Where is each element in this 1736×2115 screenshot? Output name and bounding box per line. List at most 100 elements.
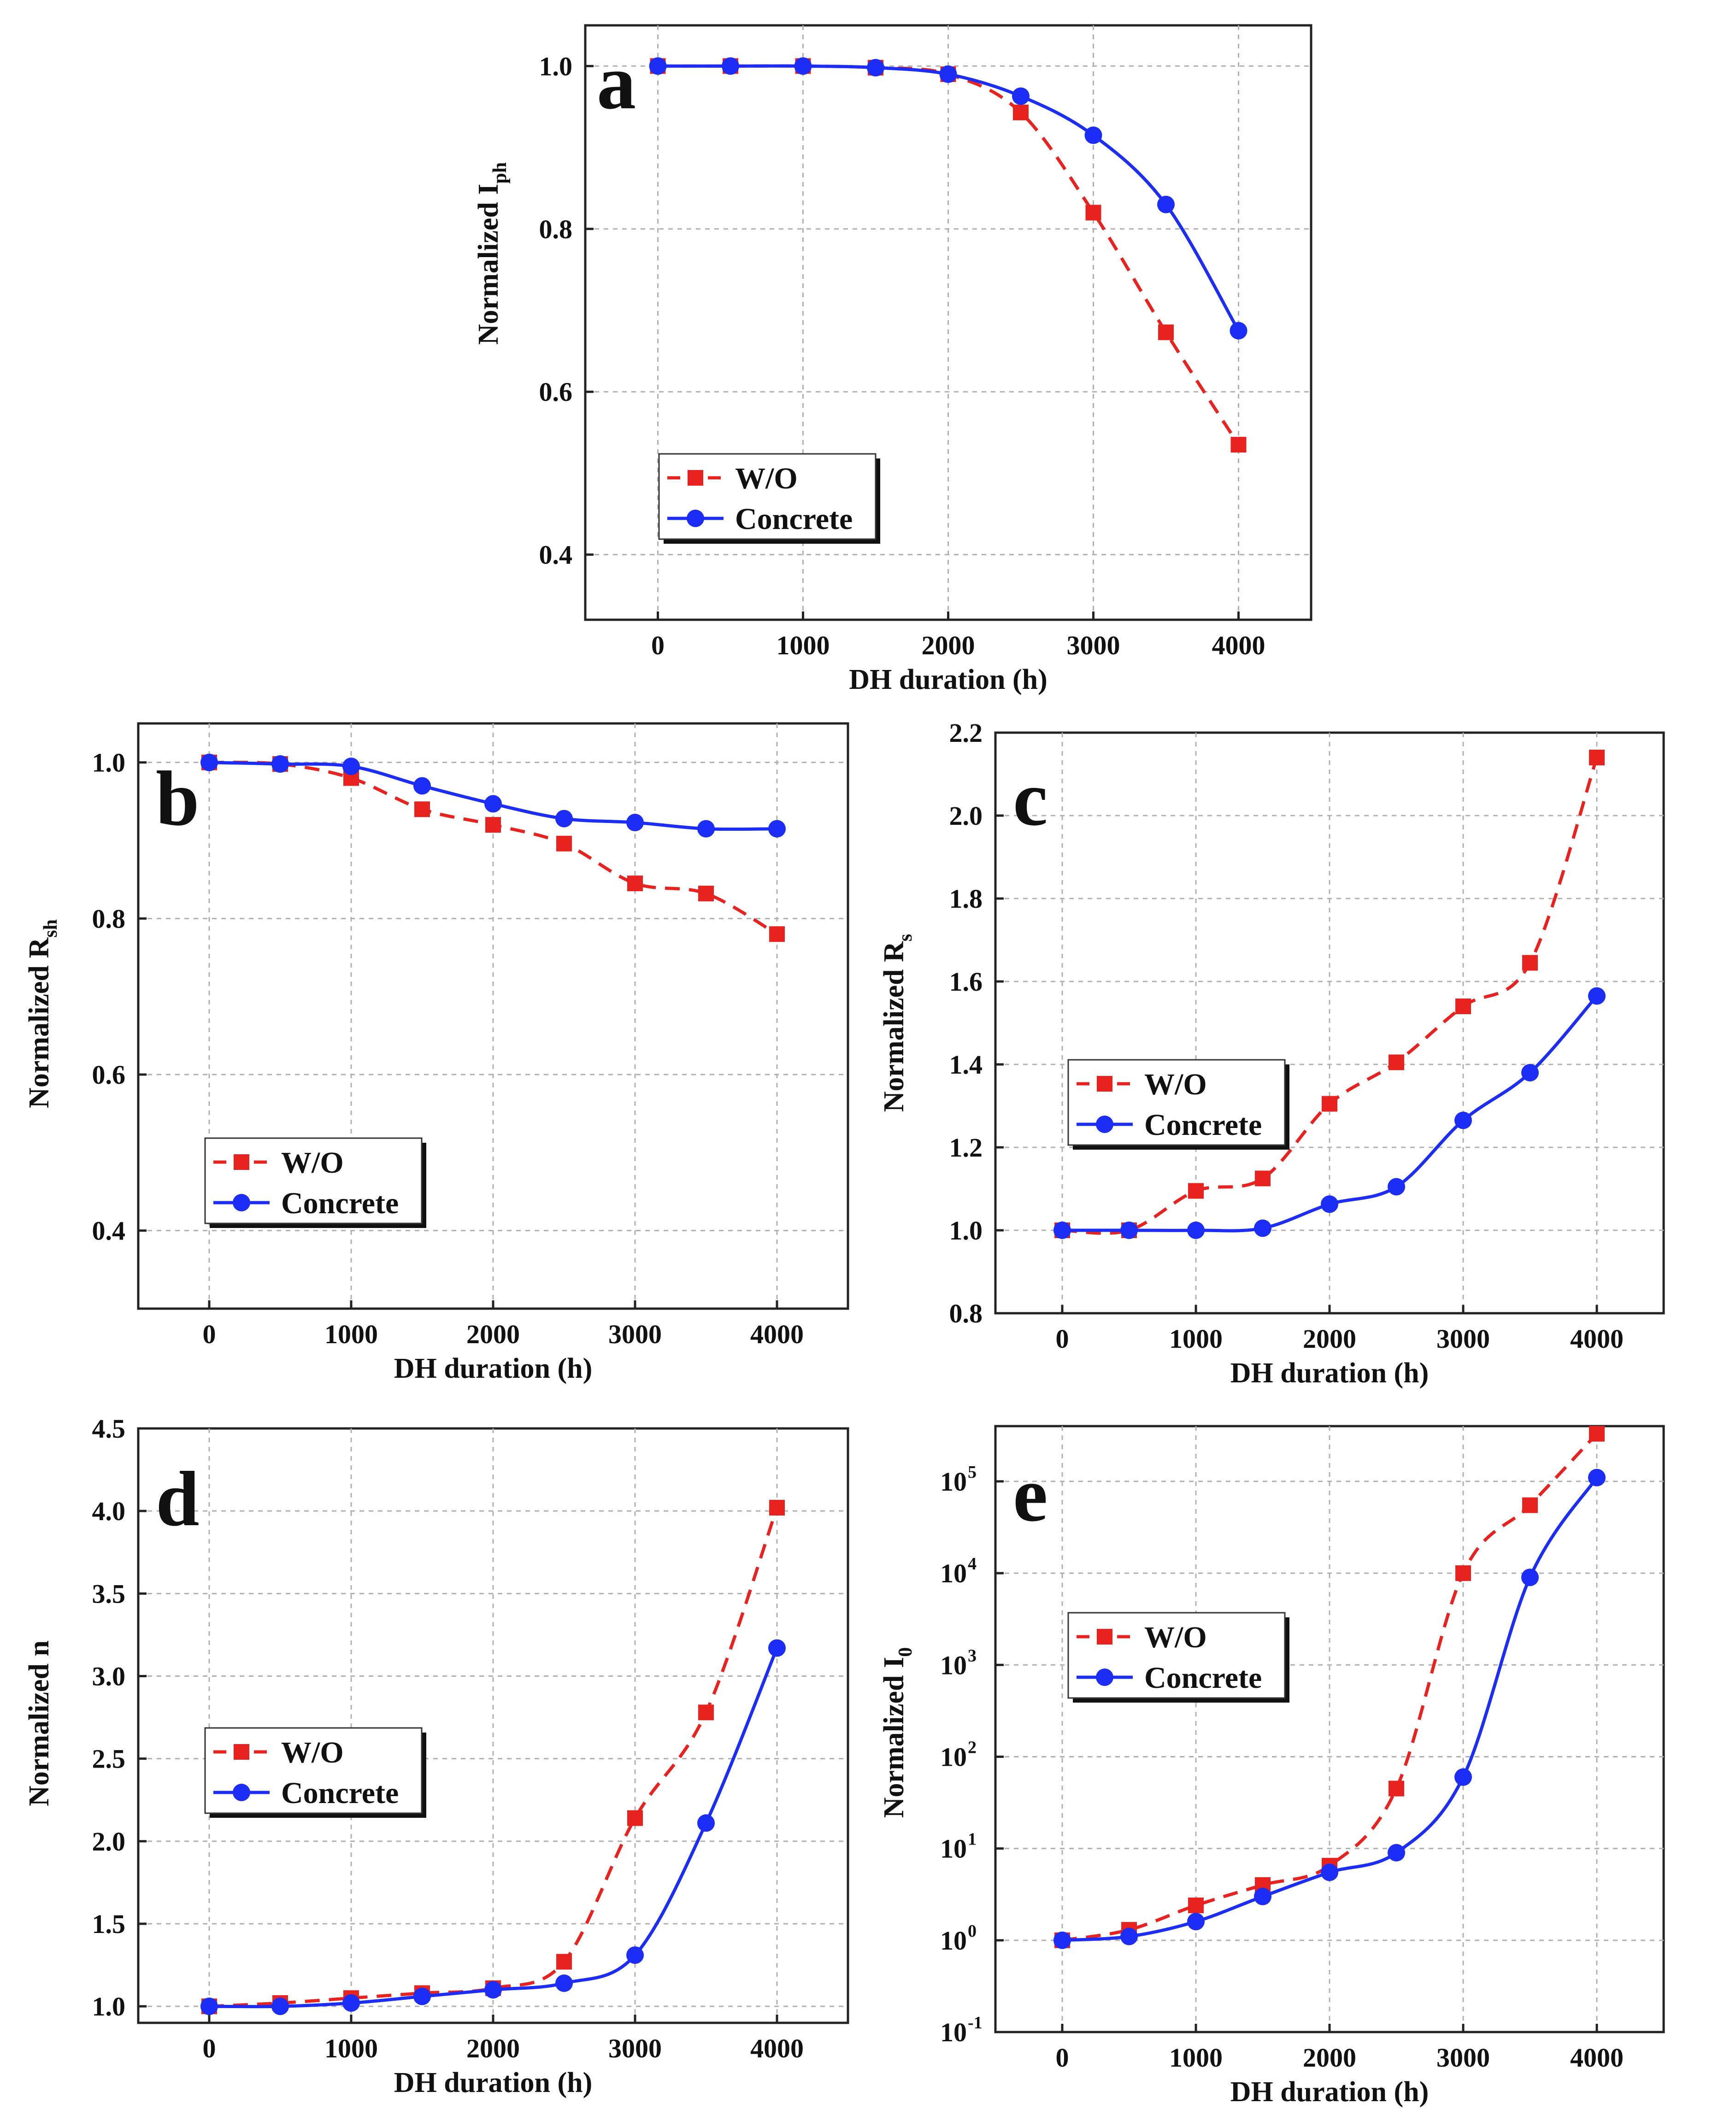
y-tick-label: 1.0 [539, 51, 573, 81]
data-point [1589, 1426, 1605, 1442]
y-tick-label: 1.5 [92, 1909, 126, 1939]
panel-letter: a [597, 39, 636, 125]
y-axis-label-subscript: 0 [895, 1647, 916, 1657]
x-tick-label: 1000 [1169, 2043, 1223, 2073]
y-axis-label-main: Normalized n [24, 1640, 55, 1806]
data-point [1084, 126, 1102, 144]
data-point [1188, 1183, 1204, 1199]
y-axis-label-main: Normalized I [473, 184, 504, 345]
data-point [1187, 1222, 1205, 1239]
data-point [939, 65, 957, 83]
data-point [1053, 1931, 1071, 1949]
y-axis-label: Normalized Iph [473, 162, 511, 345]
y-tick-label: 1.0 [949, 1216, 983, 1246]
data-point [555, 1974, 573, 1992]
data-point [697, 1814, 715, 1832]
legend-label: Concrete [1144, 1661, 1262, 1695]
y-axis-label-main: Normalized R [24, 937, 55, 1108]
legend-label: W/O [735, 462, 798, 495]
data-point [1321, 1863, 1338, 1881]
data-point [484, 795, 502, 813]
y-tick-label: 10 [940, 1467, 967, 1497]
y-tick-label: 10 [940, 2017, 967, 2047]
data-point [1158, 324, 1174, 341]
x-tick-label: 4000 [1212, 630, 1265, 660]
data-point [1588, 1469, 1606, 1486]
y-tick-label: 0.8 [949, 1298, 983, 1328]
x-tick-label: 3000 [1436, 1324, 1490, 1354]
data-point [1322, 1096, 1337, 1112]
data-point [1120, 1222, 1138, 1239]
data-point [1053, 1222, 1071, 1239]
legend-marker [687, 510, 704, 527]
panel-letter: d [156, 1456, 200, 1542]
y-tick-label: 0.8 [539, 214, 573, 244]
data-point [555, 810, 573, 828]
y-tick-label: 10 [940, 1650, 967, 1680]
data-point [556, 1954, 572, 1970]
series-wo [1054, 750, 1605, 1238]
x-tick-label: 0 [1056, 2043, 1069, 2073]
y-axis-label-main: Normalized I [878, 1657, 910, 1818]
data-point [768, 1639, 786, 1657]
y-axis-label: Normalized Rsh [24, 919, 61, 1108]
legend-marker [1096, 1668, 1113, 1686]
data-point [1254, 1887, 1271, 1905]
legend-marker [1097, 1629, 1112, 1645]
x-axis-label: DH duration (h) [1230, 2076, 1429, 2108]
x-tick-label: 0 [651, 630, 665, 660]
series-concrete [200, 1639, 786, 2015]
y-tick-label: 2.2 [949, 718, 983, 748]
data-point [1521, 1064, 1539, 1081]
x-tick-label: 3000 [608, 1319, 662, 1349]
x-tick-label: 2000 [466, 1319, 520, 1349]
y-tick-label: 3.5 [92, 1579, 126, 1609]
legend: W/O Concrete [1067, 1612, 1289, 1703]
y-tick-label: 2.5 [92, 1744, 126, 1774]
data-point [413, 1987, 431, 2005]
x-tick-label: 2000 [1303, 2043, 1356, 2073]
data-point [1188, 1898, 1204, 1914]
legend: W/O Concrete [204, 1137, 426, 1228]
legend-marker [1097, 1076, 1112, 1092]
legend: W/O Concrete [658, 453, 880, 544]
y-tick-exponent: 1 [968, 1830, 977, 1849]
panel-letter: b [156, 755, 200, 842]
legend-marker [688, 470, 703, 486]
data-point [1455, 1565, 1471, 1581]
series-concrete [1053, 1469, 1606, 1949]
data-point [1589, 750, 1605, 765]
data-point [556, 835, 572, 852]
y-axis-label-subscript: sh [40, 919, 61, 938]
x-tick-label: 0 [1056, 1324, 1069, 1354]
legend-label: Concrete [1144, 1108, 1262, 1142]
series-concrete [649, 57, 1248, 340]
y-axis-label: Normalized n [24, 1640, 55, 1806]
x-tick-label: 2000 [1303, 1324, 1356, 1354]
y-axis-label: Normalized I0 [878, 1647, 916, 1818]
data-point [722, 57, 739, 75]
data-point [342, 758, 360, 776]
y-tick-label: 1.0 [92, 1992, 126, 2021]
data-point [1085, 205, 1101, 221]
y-axis-label-subscript: s [895, 934, 916, 941]
data-point [1388, 1844, 1405, 1862]
data-point [794, 57, 812, 75]
y-tick-label: 0.4 [92, 1216, 126, 1246]
data-point [1521, 1569, 1539, 1586]
y-tick-label: 4.5 [92, 1414, 126, 1444]
data-point [200, 753, 218, 771]
y-tick-exponent: 5 [968, 1463, 977, 1482]
x-axis-label: DH duration (h) [394, 2067, 593, 2098]
data-point [413, 777, 431, 795]
y-tick-exponent: 0 [968, 1921, 977, 1941]
data-point [697, 820, 715, 838]
legend-label: Concrete [281, 1187, 399, 1220]
data-point [1012, 87, 1030, 105]
data-point [484, 1981, 502, 1999]
y-tick-exponent: 2 [968, 1738, 977, 1757]
legend-marker [234, 1744, 249, 1760]
x-tick-label: 1000 [324, 2033, 378, 2063]
y-axis-label-subscript: ph [489, 162, 511, 184]
